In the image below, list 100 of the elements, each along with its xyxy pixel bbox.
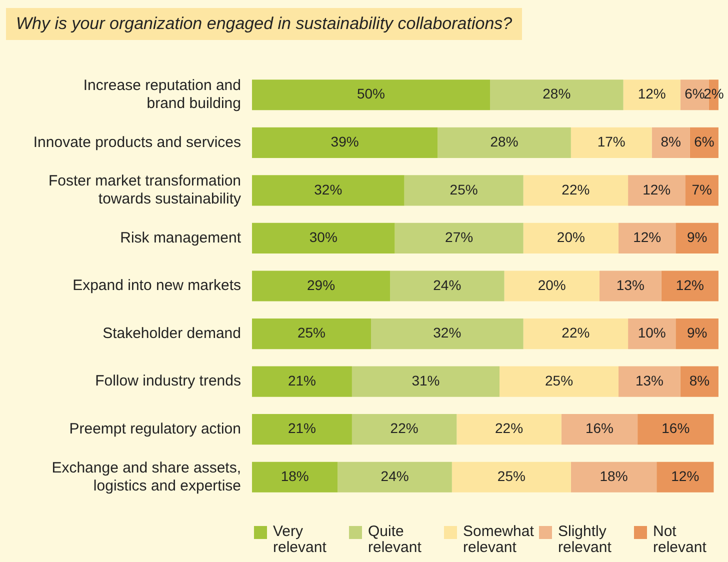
bar <box>504 270 600 302</box>
bar <box>252 175 404 206</box>
data-label: 24% <box>380 468 409 484</box>
data-label: 17% <box>597 134 626 150</box>
bar <box>680 366 718 397</box>
data-label: 22% <box>562 181 590 198</box>
bar <box>652 127 690 158</box>
data-label: 20% <box>556 229 585 246</box>
bar <box>252 222 395 254</box>
bar <box>570 127 652 158</box>
data-label: 18% <box>600 468 628 484</box>
bar <box>676 318 718 350</box>
y-tick-label: Foster market transformation towards sustainability <box>48 172 242 208</box>
data-label: 10% <box>638 324 666 341</box>
bar <box>338 462 452 492</box>
y-tick-label: Innovate products and services <box>33 134 241 151</box>
data-label: 16% <box>585 420 614 436</box>
data-label: 22% <box>562 324 590 341</box>
y-tick-label: Stakeholder demand <box>102 324 241 342</box>
bar <box>352 414 457 445</box>
data-label: 12% <box>671 468 700 484</box>
data-label: 18% <box>280 468 309 484</box>
bar <box>628 175 686 206</box>
bar <box>523 175 628 206</box>
data-label: 27% <box>445 229 474 246</box>
data-label: 6% <box>694 134 714 150</box>
bar <box>570 462 657 492</box>
data-label: 7% <box>692 181 712 198</box>
bar <box>656 462 714 492</box>
bar <box>452 462 571 492</box>
bar <box>252 80 490 110</box>
y-tick-label: Follow industry trends <box>95 372 241 390</box>
bar <box>561 414 638 445</box>
bar <box>618 366 680 397</box>
data-label: 29% <box>307 276 336 293</box>
bar <box>252 318 371 350</box>
data-label: 6% <box>684 86 705 102</box>
data-label: 28% <box>490 134 518 150</box>
bar <box>252 127 438 158</box>
legend-label: Not relevant <box>653 523 708 556</box>
legend-label: Somewhat relevant <box>463 523 535 556</box>
bar <box>523 222 619 254</box>
bar <box>628 318 676 350</box>
data-label: 39% <box>330 134 359 150</box>
data-label: 12% <box>676 276 704 293</box>
bar <box>252 462 338 492</box>
data-label: 22% <box>390 420 418 436</box>
bar <box>523 318 628 350</box>
y-tick-label: Preempt regulatory action <box>69 420 241 438</box>
bar <box>352 366 500 397</box>
bar <box>599 270 662 302</box>
data-label: 25% <box>297 324 326 341</box>
bar <box>394 222 524 254</box>
data-label: 24% <box>433 276 462 293</box>
bar <box>371 318 524 350</box>
data-label: 9% <box>686 324 708 341</box>
bar <box>638 414 714 445</box>
legend-label: Quite relevant <box>368 523 422 556</box>
legend-label: Very relevant <box>273 523 328 556</box>
bar <box>676 222 718 254</box>
chart-title: Why is your organization engaged in sustainability collaborations? <box>6 8 522 40</box>
bar <box>618 222 676 254</box>
data-label: 32% <box>433 324 462 341</box>
data-label: 2% <box>704 86 724 102</box>
data-label: 30% <box>309 229 338 246</box>
data-label: 21% <box>288 372 316 388</box>
data-label: 9% <box>686 229 708 246</box>
bar <box>500 366 619 397</box>
data-label: 13% <box>635 372 664 388</box>
data-label: 12% <box>633 229 662 246</box>
bar <box>490 80 624 110</box>
data-label: 25% <box>450 181 478 198</box>
bar <box>456 414 562 445</box>
y-tick-label: Risk management <box>120 229 242 246</box>
bar <box>252 414 352 445</box>
bar <box>438 127 571 158</box>
data-label: 12% <box>642 181 671 198</box>
data-label: 20% <box>538 276 566 293</box>
y-tick-label: Exchange and share assets, logistics and expertise <box>52 459 241 494</box>
bar <box>252 366 352 397</box>
data-label: 16% <box>662 420 690 436</box>
bar <box>404 175 524 206</box>
data-label: 13% <box>616 276 644 293</box>
data-label: 31% <box>412 372 440 388</box>
data-label: 8% <box>689 372 710 388</box>
bar <box>661 270 718 302</box>
data-label: 12% <box>638 86 666 102</box>
data-label: 32% <box>314 181 342 198</box>
data-label: 25% <box>497 468 526 484</box>
bar <box>623 80 680 110</box>
data-label: 8% <box>660 134 681 150</box>
bar <box>685 175 718 206</box>
bar <box>252 270 390 302</box>
data-label: 21% <box>288 420 316 436</box>
data-label: 25% <box>545 372 574 388</box>
y-tick-label: Increase reputation and brand building <box>83 77 241 112</box>
data-label: 28% <box>542 86 571 102</box>
legend-label: Slightly relevant <box>558 523 612 556</box>
data-label: 22% <box>495 420 524 436</box>
bar <box>390 270 504 302</box>
